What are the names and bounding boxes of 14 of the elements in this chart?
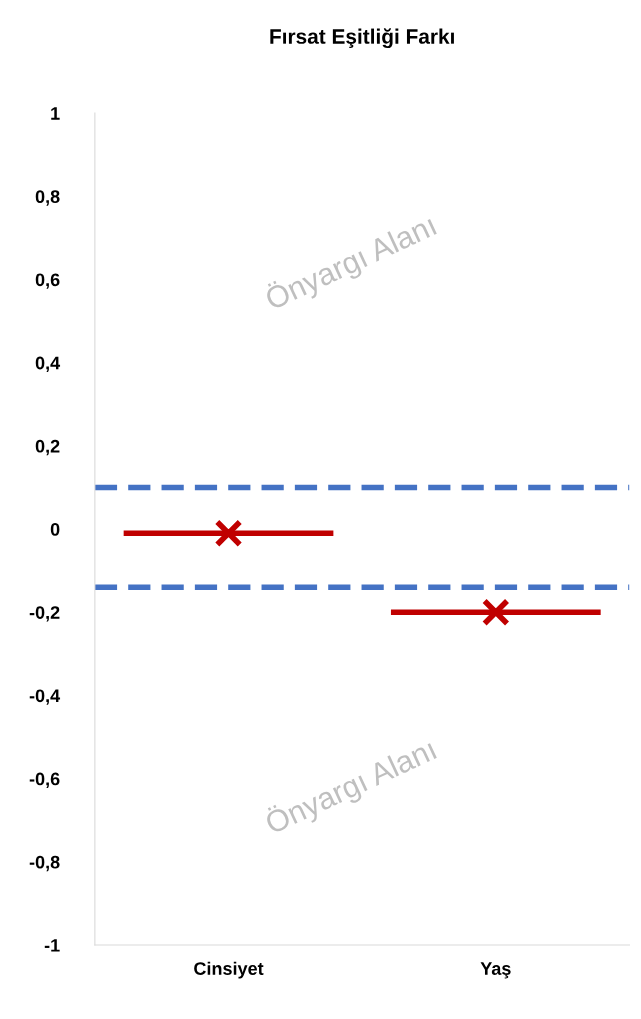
y-tick-label: 1 [51,107,60,120]
x-tick-label: Yaş [480,962,511,979]
y-tick-label: -0,2 [29,606,60,622]
y-tick-label: -0,6 [29,772,60,788]
y-tick-label: 0,4 [35,356,61,373]
chart-title: Fırsat Eşitliği Farkı [270,28,454,49]
y-tick-label: -0,8 [29,855,60,872]
y-tick-label: -1 [44,939,60,952]
y-tick-label: -0,4 [29,689,61,705]
y-tick-label: 0,6 [35,273,60,289]
y-tick-label: 0,8 [35,190,60,206]
y-tick-label: 0 [50,523,60,536]
x-tick-label: Cinsiyet [194,961,264,979]
y-tick-label: 0,2 [35,439,60,456]
